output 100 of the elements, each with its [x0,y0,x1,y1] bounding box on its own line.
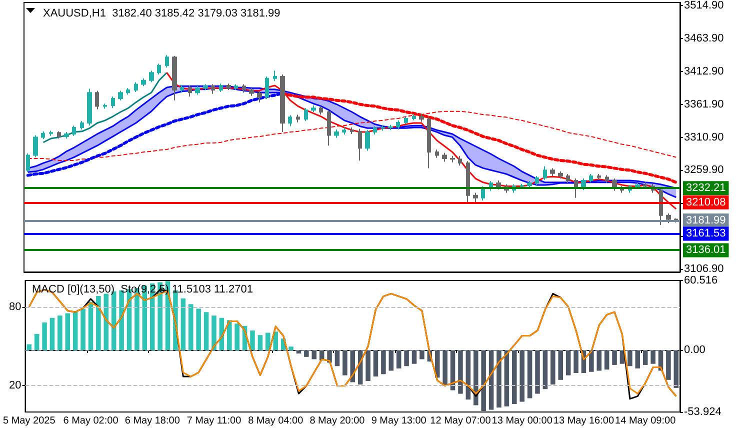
y-tick-label: -53.924 [684,406,722,418]
bar [458,350,463,394]
bar [204,312,209,350]
candlestick [111,96,115,109]
bar [26,344,32,350]
candlestick [527,180,532,190]
candlestick [350,127,354,134]
candlestick [597,174,601,180]
bar [234,324,240,350]
candlestick [520,183,524,190]
bar [527,350,532,398]
bar [258,335,263,350]
bar [334,350,340,366]
bar [434,350,440,378]
candlestick [257,90,262,103]
x-tick-label: 6 May 18:00 [124,416,180,426]
y-tick-label: 3259.90 [684,164,724,176]
bar [212,316,216,350]
bar [635,350,640,368]
x-tick-label: 8 May 20:00 [310,416,366,426]
candlestick [87,88,92,126]
bar [650,350,656,364]
candlestick [26,152,30,173]
y2-tick-label: 80 [9,300,22,313]
bar [304,350,309,357]
candlestick [195,86,200,96]
candlestick [427,116,431,169]
line-series [42,72,168,144]
candlestick [203,84,208,91]
candlestick [242,84,246,94]
candlestick [342,127,346,136]
bar [612,350,617,365]
candlestick [550,168,555,176]
candlestick [72,125,76,136]
chart-title: XAUUSD,H1 3182.40 3185.42 3179.03 3181.99 [43,8,280,20]
candlestick [49,130,53,136]
y-tick-label: 3106.90 [684,263,724,276]
x-tick-label: 14 May 09:00 [615,416,676,426]
candlestick [57,130,61,139]
candlestick [103,103,107,110]
bar [42,322,47,350]
x-tick-label: 13 May 16:00 [553,416,614,426]
candlestick [118,90,123,101]
bar [388,350,394,371]
candlestick [172,55,177,101]
x-tick-label: 9 May 13:00 [371,416,427,426]
bar [227,320,232,350]
bar [273,332,278,350]
candlestick [304,108,308,122]
candlestick [442,152,447,162]
bar [180,298,186,350]
x-tick-label: 8 May 04:00 [248,416,304,426]
candlestick [95,90,99,110]
y-tick-label: 3514.90 [684,0,724,12]
bar [520,350,524,402]
bar [288,346,294,350]
candlestick [589,174,593,183]
ref-line-label: 3136.01 [686,244,726,256]
candlestick [141,78,146,87]
bar [558,350,563,380]
candlestick [543,166,547,180]
candlestick [388,124,393,131]
candlestick [558,170,563,180]
candlestick [319,106,323,116]
candlestick [327,110,331,146]
candlestick [419,113,424,122]
bar [50,318,55,350]
bar [674,350,679,388]
x-tick-label: 13 May 00:00 [492,416,553,426]
y-tick-label: 3310.90 [684,131,724,144]
candlestick [188,85,192,98]
candlestick [33,134,38,158]
bar [596,350,602,371]
candlestick [41,130,45,140]
bar [512,350,517,404]
bar [666,350,671,380]
x-tick-label: 7 May 11:00 [186,416,242,426]
candlestick [381,124,385,132]
bar [266,332,270,350]
bar [34,334,40,350]
y-tick-label: 3361.90 [684,98,724,110]
bar [542,350,548,390]
candlestick [396,120,400,130]
bar [412,350,417,364]
candlestick [481,186,485,201]
candlestick [666,212,671,224]
y-tick-label: 3463.90 [684,32,724,44]
bar [312,350,317,360]
bar [589,350,594,372]
bar [396,350,402,368]
bar [72,310,78,350]
bar [65,313,70,350]
candlestick [473,192,478,203]
candlestick [234,84,238,91]
candlestick [288,114,292,127]
bar [496,350,502,408]
bar [373,350,378,376]
bar [604,350,610,370]
candlestick [566,174,570,184]
candlestick [311,105,316,113]
